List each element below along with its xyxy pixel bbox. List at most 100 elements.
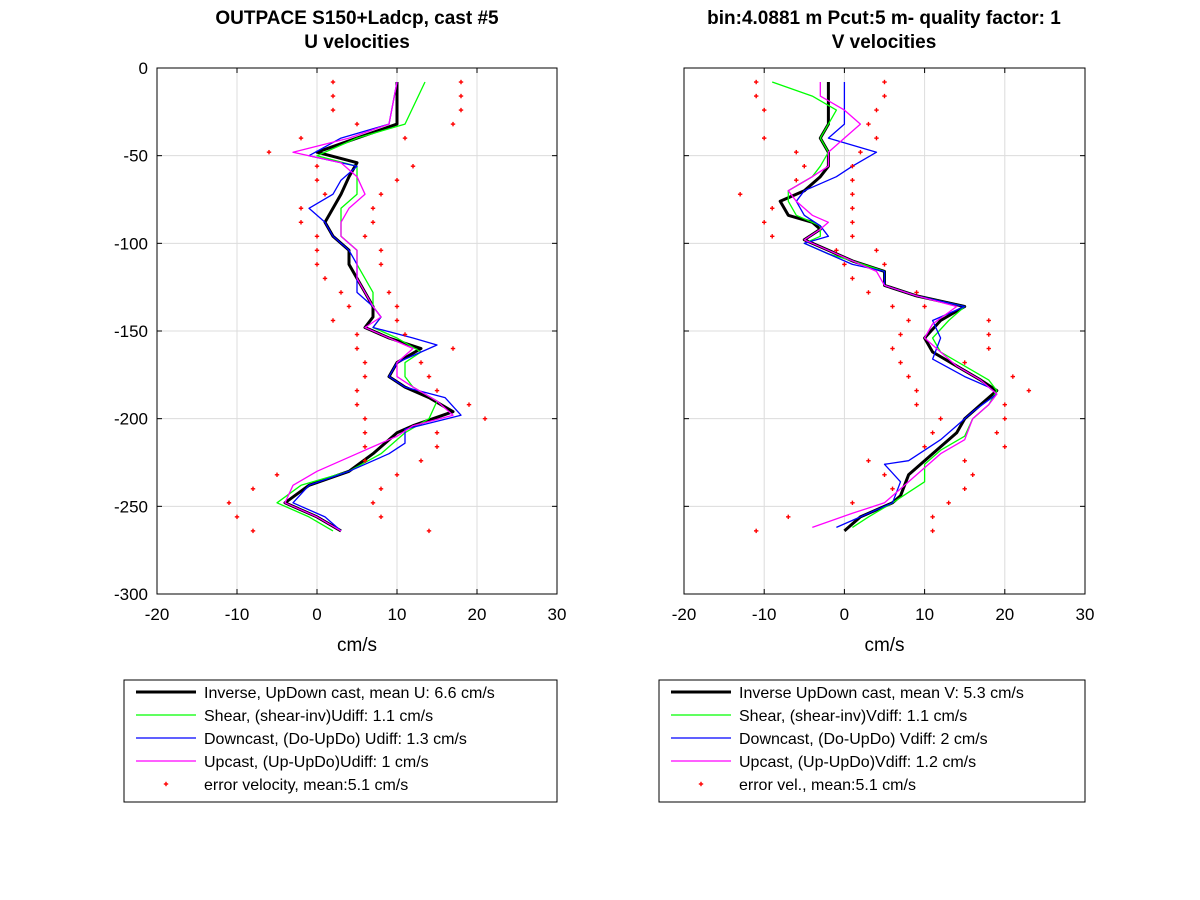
chart-subtitle: U velocities [304,32,410,53]
error-point [458,107,464,113]
x-tick-label: -10 [752,605,777,624]
y-tick-label: -300 [114,585,148,604]
error-point [378,514,384,520]
error-point [850,500,855,506]
error-point [850,206,855,211]
chart-subtitle: V velocities [832,32,937,53]
error-point [994,430,999,435]
error-point [418,458,424,463]
error-point [850,276,855,281]
legend-entry: Shear, (shear-inv)Vdiff: 1.1 cm/s [671,708,967,725]
error-point [450,346,456,351]
error-point [866,458,871,463]
series-line-3 [284,81,454,532]
error-point [770,206,775,211]
error-point [234,514,240,520]
error-point [362,360,368,365]
error-point [762,107,767,113]
error-point [426,374,432,379]
error-point [250,528,256,534]
error-point [354,346,360,351]
error-point [866,290,871,295]
legend-label: Inverse, UpDown cast, mean U: 6.6 cm/s [204,685,495,702]
error-point [354,388,360,393]
error-point [298,135,304,141]
error-point [922,444,927,449]
error-point [482,416,488,421]
y-tick-label: -150 [114,322,148,341]
error-point [378,248,384,253]
error-point [458,79,464,85]
x-tick-label: -20 [672,605,697,624]
error-point [314,262,320,267]
error-point [970,472,975,477]
legend-entry: error velocity, mean:5.1 cm/s [163,777,408,794]
error-point [762,135,767,141]
error-point [770,234,775,239]
error-point [938,416,943,421]
error-point [314,178,320,183]
legend: Inverse, UpDown cast, mean U: 6.6 cm/s Sh… [123,679,558,803]
error-point [378,262,384,267]
error-point [737,192,743,197]
error-point [394,472,400,477]
error-point [314,248,320,253]
error-point [850,220,855,225]
error-point [874,107,879,113]
legend-entry: Downcast, (Do-UpDo) Udiff: 1.3 cm/s [136,731,467,748]
error-point [890,346,895,351]
error-point [882,472,887,477]
x-tick-label: 30 [1076,605,1095,624]
error-point [753,93,759,99]
u-velocity-panel: -20 -10 0 10 20 300-50-100-150-200-250-300OUT… [114,8,566,803]
error-point [370,500,376,506]
y-tick-label: 0 [139,59,148,78]
x-tick-label: -10 [225,605,250,624]
legend-entry: Upcast, (Up-UpDo)Udiff: 1 cm/s [136,754,429,771]
error-point [842,262,847,267]
error-point [458,93,464,99]
error-point [762,220,767,225]
error-point [858,149,863,155]
legend-label: Downcast, (Do-UpDo) Udiff: 1.3 cm/s [204,731,467,748]
error-point [434,444,440,449]
error-point [786,514,791,520]
error-point [906,374,911,379]
error-point [354,121,360,127]
legend-box [658,679,1086,803]
error-point [930,514,935,520]
chart-title: bin:4.0881 m Pcut:5 m- quality factor: 1 [707,8,1061,29]
error-point [298,220,304,225]
error-point [378,192,384,197]
legend-label: Downcast, (Do-UpDo) Vdiff: 2 cm/s [739,731,988,748]
legend-entry: Inverse, UpDown cast, mean U: 6.6 cm/s [136,685,495,702]
error-point [322,192,328,197]
error-point [882,262,887,267]
legend-label: error velocity, mean:5.1 cm/s [204,777,408,794]
error-point [402,135,408,141]
error-point [466,402,472,407]
x-axis-label: cm/s [864,635,904,656]
error-point [426,528,432,534]
x-tick-label: 20 [995,605,1014,624]
error-point [986,332,991,337]
error-point [753,528,759,534]
error-point [930,430,935,435]
error-point [874,248,879,253]
error-point [394,318,400,323]
error-point [450,121,456,127]
error-point [866,121,871,127]
y-tick-label: -200 [114,410,148,429]
error-point [898,332,903,337]
error-point [882,93,887,99]
error-point [330,318,336,323]
legend-label: Upcast, (Up-UpDo)Udiff: 1 cm/s [204,754,429,771]
error-point [410,163,416,169]
error-point [362,430,368,435]
error-point [314,234,320,239]
error-point [850,163,855,169]
error-point [874,135,879,141]
y-tick-label: -50 [123,147,148,166]
series-line-3 [787,82,998,529]
error-point [434,430,440,435]
